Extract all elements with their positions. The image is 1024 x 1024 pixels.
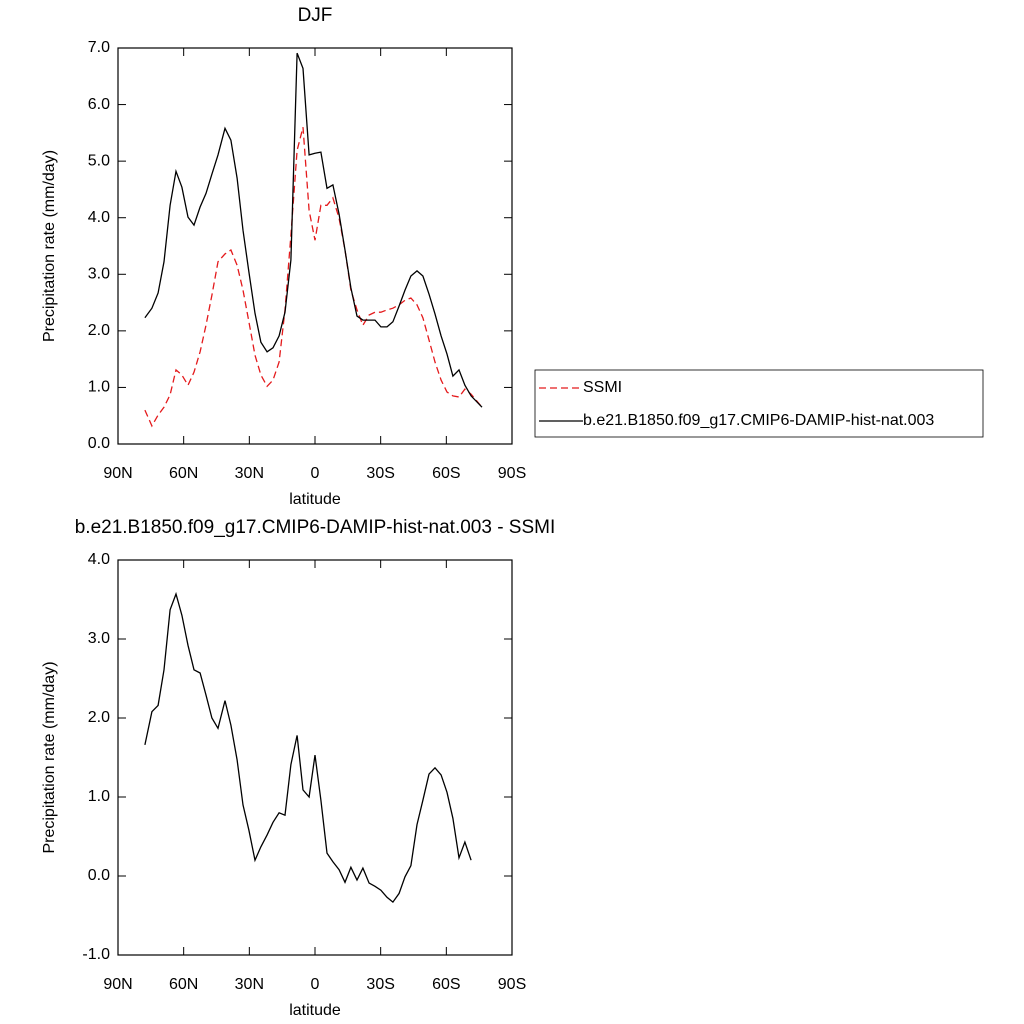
y-tick-label: 6.0 (88, 96, 110, 113)
x-tick-label: 30S (366, 465, 394, 482)
x-tick-label: 0 (311, 976, 320, 993)
x-tick-label: 90N (103, 976, 132, 993)
y-axis-label: Precipitation rate (mm/day) (41, 661, 58, 853)
chart-title: DJF (298, 5, 333, 26)
x-tick-label: 30S (366, 976, 394, 993)
y-tick-label: 3.0 (88, 630, 110, 647)
x-tick-label: 60N (169, 976, 198, 993)
plot-frame (117, 559, 513, 956)
y-tick-label: 3.0 (88, 266, 110, 283)
plot-frame (117, 47, 513, 445)
y-tick-label: 2.0 (88, 709, 110, 726)
x-axis-label: latitude (289, 1002, 341, 1019)
x-axis-label: latitude (289, 491, 341, 508)
legend-label: SSMI (583, 379, 622, 396)
x-tick-label: 90S (498, 976, 526, 993)
x-tick-label: 60N (169, 465, 198, 482)
x-tick-label: 30N (235, 976, 264, 993)
x-tick-label: 90S (498, 465, 526, 482)
y-axis-label: Precipitation rate (mm/day) (41, 150, 58, 342)
y-tick-label: 1.0 (88, 788, 110, 805)
x-tick-label: 30N (235, 465, 264, 482)
y-tick-label: 7.0 (88, 39, 110, 56)
y-tick-label: 5.0 (88, 152, 110, 169)
chart-title: b.e21.B1850.f09_g17.CMIP6-DAMIP-hist-nat… (75, 517, 556, 538)
y-tick-label: 4.0 (88, 209, 110, 226)
x-tick-label: 90N (103, 465, 132, 482)
y-tick-label: 0.0 (88, 867, 110, 884)
x-tick-label: 60S (432, 976, 460, 993)
legend-box (534, 369, 984, 438)
legend-label: b.e21.B1850.f09_g17.CMIP6-DAMIP-hist-nat… (583, 412, 934, 429)
y-tick-label: 2.0 (88, 322, 110, 339)
y-tick-label: 4.0 (88, 551, 110, 568)
x-tick-label: 60S (432, 465, 460, 482)
data-line (144, 52, 483, 408)
data-line (144, 591, 472, 904)
data-line (144, 127, 483, 428)
x-tick-label: 0 (311, 465, 320, 482)
y-tick-label: -1.0 (82, 946, 110, 963)
y-tick-label: 1.0 (88, 379, 110, 396)
y-tick-label: 0.0 (88, 435, 110, 452)
